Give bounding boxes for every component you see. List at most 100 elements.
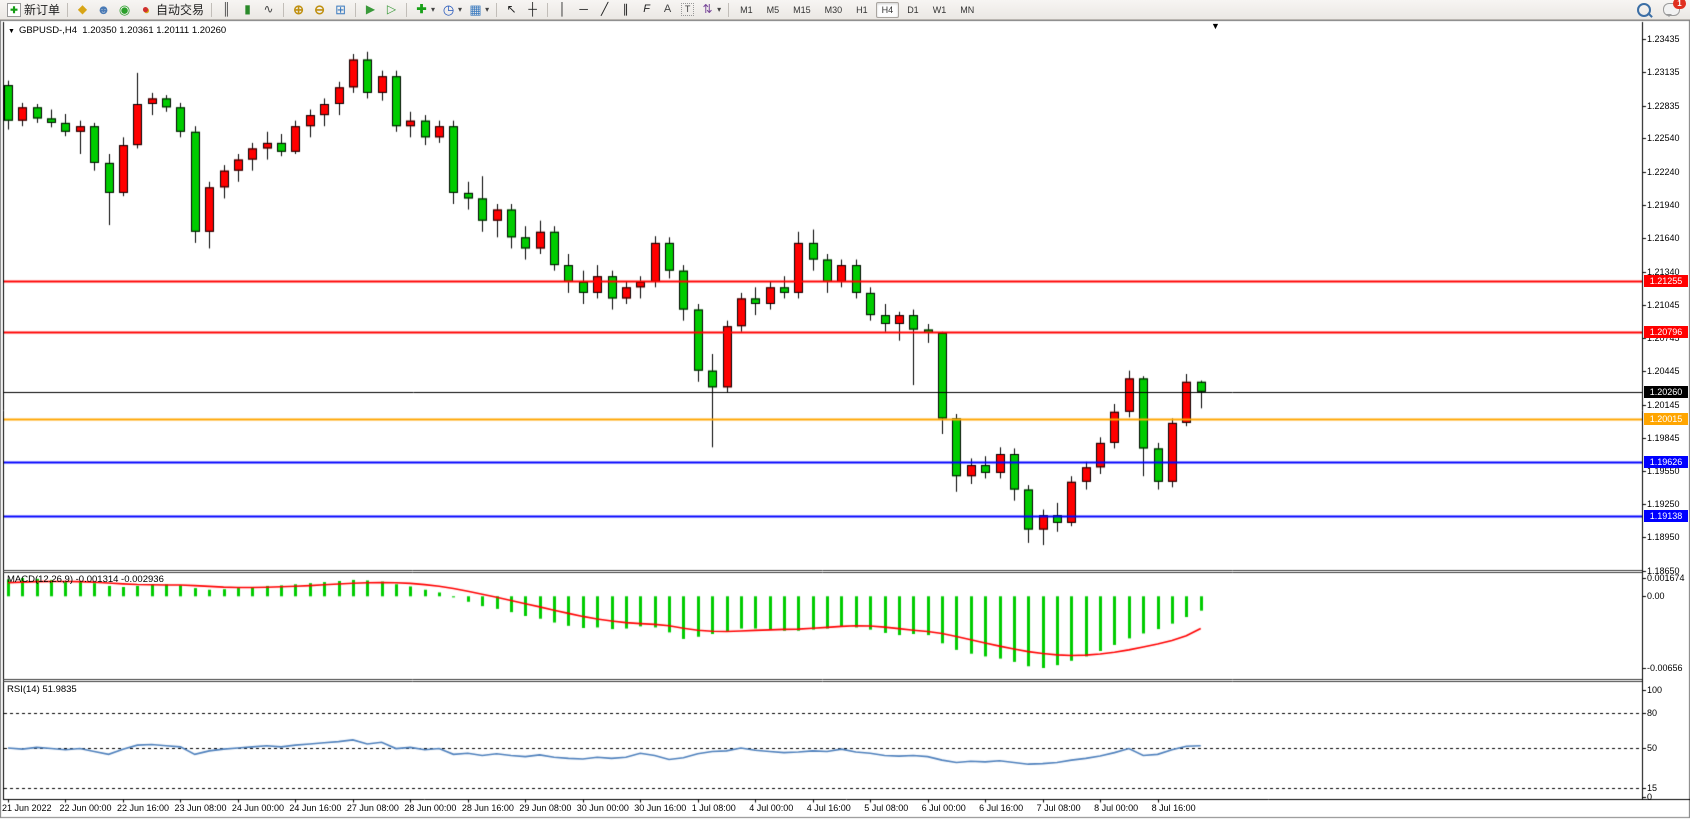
auto-trading-icon: ● bbox=[141, 2, 150, 16]
time-axis-label: 1 Jul 08:00 bbox=[691, 802, 736, 813]
price-level-badge: 1.21255 bbox=[1644, 275, 1688, 287]
cursor-button[interactable]: ↖ bbox=[501, 1, 522, 19]
new-order-icon: ✚ bbox=[7, 2, 21, 17]
time-axis-label: 4 Jul 16:00 bbox=[806, 802, 851, 813]
timeframe-button-h4[interactable]: H4 bbox=[875, 1, 900, 18]
line-chart-button[interactable]: ∿ bbox=[258, 1, 279, 19]
timeframe-button-m30[interactable]: M30 bbox=[824, 4, 843, 15]
time-axis-label: 24 Jun 16:00 bbox=[289, 802, 342, 813]
rsi-tick-label: 0 bbox=[1647, 791, 1653, 802]
time-axis-label: 21 Jun 2022 bbox=[2, 802, 52, 813]
chart-shift-button[interactable]: ▷ bbox=[381, 1, 402, 19]
candlestick-chart-button[interactable]: ▮ bbox=[237, 1, 258, 19]
rsi-tick-label: 100 bbox=[1647, 685, 1663, 696]
timeframe-button-d1[interactable]: D1 bbox=[907, 4, 919, 15]
price-tick-label: 1.21045 bbox=[1647, 299, 1680, 310]
price-level-badge: 1.19138 bbox=[1644, 510, 1688, 522]
time-axis-label: 22 Jun 16:00 bbox=[116, 802, 169, 813]
macd-tick-label: 0.00 bbox=[1647, 591, 1665, 602]
periods-button[interactable]: ◷ ▾ bbox=[438, 1, 465, 19]
vertical-line-button[interactable]: │ bbox=[552, 1, 573, 19]
macd-tick-label: -0.00656 bbox=[1647, 663, 1683, 673]
indicators-button[interactable]: ✚ ▾ bbox=[411, 1, 438, 19]
toolbar-separator bbox=[547, 2, 549, 17]
chart-labels-layer: ▼ GBPUSD-,H4 1.20350 1.20361 1.20111 1.20… bbox=[0, 20, 1690, 831]
new-order-button[interactable]: ✚ 新订单 bbox=[4, 1, 63, 19]
price-level-badge: 1.20796 bbox=[1644, 326, 1688, 338]
chat-icon[interactable]: 1 bbox=[1663, 0, 1686, 17]
zoom-out-button[interactable]: ⊖ bbox=[309, 1, 330, 19]
time-axis-label: 7 Jul 08:00 bbox=[1036, 802, 1081, 813]
crosshair-button[interactable]: ┼ bbox=[522, 1, 543, 19]
price-tick-label: 1.21940 bbox=[1647, 200, 1680, 211]
price-tick-label: 1.18650 bbox=[1647, 565, 1680, 576]
zoom-in-button[interactable]: ⊕ bbox=[288, 1, 309, 19]
price-level-badge: 1.20260 bbox=[1644, 386, 1688, 398]
arrows-button[interactable]: ⇅ ▾ bbox=[697, 1, 724, 19]
timeframe-button-m5[interactable]: M5 bbox=[766, 4, 780, 15]
templates-button[interactable]: ▦ ▾ bbox=[465, 1, 492, 19]
chevron-down-icon[interactable]: ▾ bbox=[431, 5, 436, 14]
macd-indicator-label: MACD(12,26,9) -0.001314 -0.002936 bbox=[7, 574, 164, 585]
price-tick-label: 1.22835 bbox=[1647, 100, 1680, 111]
navigator-button[interactable]: ☻ bbox=[93, 1, 114, 19]
label-button[interactable]: T bbox=[678, 1, 697, 19]
toolbar-separator bbox=[67, 2, 69, 17]
chevron-down-icon[interactable]: ▾ bbox=[717, 5, 722, 14]
price-tick-label: 1.19845 bbox=[1647, 432, 1680, 443]
chart-title: ▼ GBPUSD-,H4 1.20350 1.20361 1.20111 1.20… bbox=[8, 25, 226, 36]
time-axis-label: 6 Jul 16:00 bbox=[979, 802, 1024, 813]
chevron-down-icon[interactable]: ▾ bbox=[458, 5, 463, 14]
time-axis-label: 22 Jun 00:00 bbox=[59, 802, 112, 813]
time-axis-label: 29 Jun 08:00 bbox=[519, 802, 572, 813]
time-axis-label: 23 Jun 08:00 bbox=[174, 802, 227, 813]
trendline-button[interactable]: ╱ bbox=[594, 1, 615, 19]
chart-symbol-period: GBPUSD-,H4 bbox=[18, 25, 78, 36]
auto-scroll-icon: ▶ bbox=[365, 2, 376, 16]
time-axis-label: 28 Jun 00:00 bbox=[404, 802, 457, 813]
timeframe-button-m15[interactable]: M15 bbox=[793, 4, 811, 15]
chart-canvas[interactable] bbox=[0, 20, 1690, 831]
fibonacci-button[interactable]: F bbox=[636, 1, 657, 19]
timeframe-button-m1[interactable]: M1 bbox=[740, 4, 753, 15]
horizontal-line-button[interactable]: ─ bbox=[573, 1, 594, 19]
price-tick-label: 1.21340 bbox=[1647, 266, 1680, 277]
fibonacci-icon: F bbox=[643, 3, 650, 15]
auto-trading-button[interactable]: ● 自动交易 bbox=[135, 1, 207, 19]
chevron-down-icon[interactable]: ▾ bbox=[485, 5, 490, 14]
price-tick-label: 1.23135 bbox=[1647, 67, 1680, 78]
chevron-down-icon[interactable]: ▼ bbox=[8, 28, 15, 35]
time-axis-label: 8 Jul 00:00 bbox=[1094, 802, 1139, 813]
auto-scroll-button[interactable]: ▶ bbox=[360, 1, 381, 19]
price-tick-label: 1.18950 bbox=[1647, 532, 1680, 543]
candlestick-icon: ▮ bbox=[244, 2, 251, 16]
zoom-in-icon: ⊕ bbox=[293, 2, 304, 17]
crosshair-icon: ┼ bbox=[528, 2, 537, 16]
notification-badge: 1 bbox=[1673, 0, 1686, 9]
market-watch-button[interactable]: ◆ bbox=[72, 1, 93, 19]
timeframe-button-w1[interactable]: W1 bbox=[932, 4, 947, 15]
search-icon[interactable] bbox=[1637, 2, 1651, 17]
toolbar-separator bbox=[211, 2, 213, 17]
timeframe-button-mn[interactable]: MN bbox=[960, 4, 975, 15]
chart-shift-marker-icon[interactable]: ▼ bbox=[1211, 21, 1220, 31]
time-axis-label: 5 Jul 08:00 bbox=[864, 802, 909, 813]
template-icon: ▦ bbox=[469, 2, 482, 17]
time-axis-label: 30 Jun 16:00 bbox=[634, 802, 687, 813]
price-level-badge: 1.19626 bbox=[1644, 456, 1688, 468]
price-tick-label: 1.20445 bbox=[1647, 366, 1680, 377]
rsi-tick-label: 15 bbox=[1647, 783, 1658, 794]
tile-windows-button[interactable]: ⊞ bbox=[330, 1, 351, 19]
price-tick-label: 1.23435 bbox=[1647, 34, 1680, 44]
channel-button[interactable]: ∥ bbox=[615, 1, 636, 19]
bar-chart-button[interactable]: ║ bbox=[216, 1, 237, 19]
text-button[interactable]: A bbox=[657, 1, 678, 19]
cursor-icon: ↖ bbox=[506, 2, 517, 16]
signals-button[interactable]: ◉ bbox=[114, 1, 135, 19]
tile-windows-icon: ⊞ bbox=[335, 2, 346, 17]
text-icon: A bbox=[663, 3, 672, 15]
time-axis-label: 27 Jun 08:00 bbox=[346, 802, 399, 813]
chart-window: ▼ GBPUSD-,H4 1.20350 1.20361 1.20111 1.20… bbox=[0, 20, 1690, 831]
timeframe-button-h1[interactable]: H1 bbox=[856, 4, 868, 15]
toolbar: ✚ 新订单 ◆ ☻ ◉ ● 自动交易 ║ ▮ ∿ ⊕ ⊖ ⊞ ▶ ▷ ✚ ▾ ◷ ▾ ▦ ▾ ↖ ┼ │ ─ ╱ ∥ F A T ⇅ ▾ M1 M… bbox=[0, 0, 1690, 20]
